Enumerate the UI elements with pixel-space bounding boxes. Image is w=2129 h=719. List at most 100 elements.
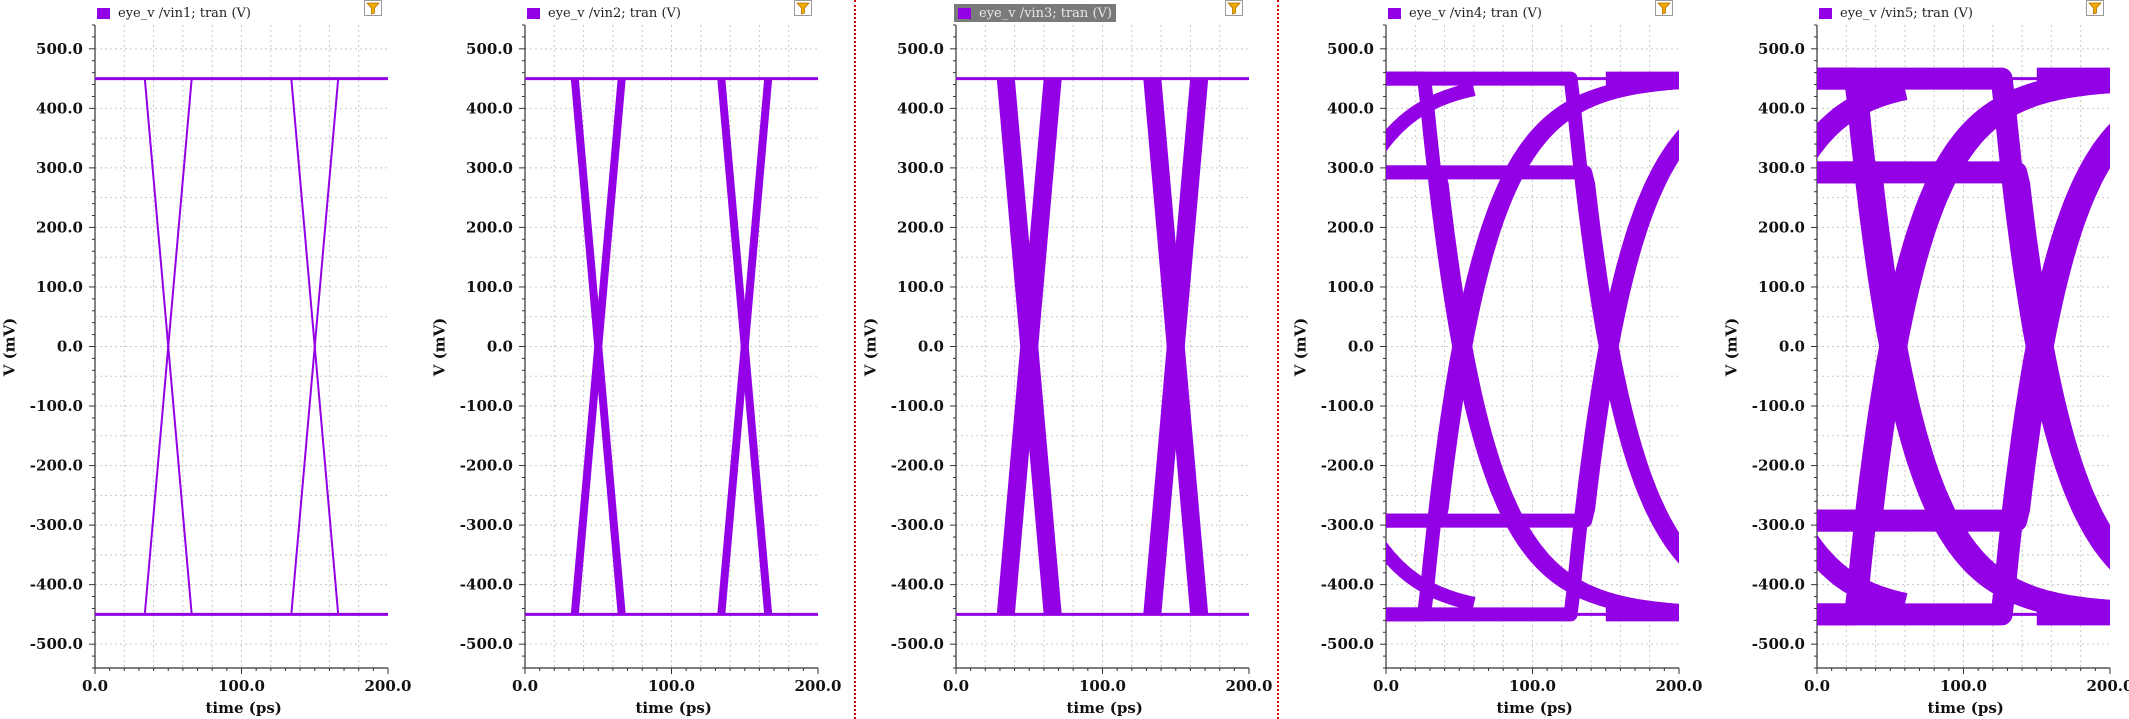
y-tick-label: -200.0 xyxy=(460,457,513,475)
filter-icon[interactable] xyxy=(2086,0,2104,16)
y-tick-label: 200.0 xyxy=(1758,218,1805,236)
partial-fall-trace xyxy=(1386,165,1679,618)
rising-edge-trace xyxy=(290,78,340,615)
selection-divider-right xyxy=(1277,0,1279,719)
grid xyxy=(95,25,388,668)
eye-plot-vin4[interactable]: eye_v /vin4; tran (V) V (mV) time (ps) 5… xyxy=(1291,0,1716,719)
eye-traces xyxy=(95,77,388,616)
legend-entry[interactable]: eye_v /vin5; tran (V) xyxy=(1815,4,1977,22)
legend-entry[interactable]: eye_v /vin4; tran (V) xyxy=(1384,4,1546,22)
legend-swatch xyxy=(97,7,110,19)
filter-icon[interactable] xyxy=(364,0,382,16)
x-tick-label: 0.0 xyxy=(1373,677,1399,695)
y-tick-label: 300.0 xyxy=(466,159,513,177)
y-tick-label: -500.0 xyxy=(1321,635,1374,653)
rising-edge-trace xyxy=(143,78,193,615)
partial-fall-trace xyxy=(1386,165,1679,557)
x-tick-label: 200.0 xyxy=(1656,677,1703,695)
y-tick-label: -100.0 xyxy=(1321,397,1374,415)
y-tick-label: -400.0 xyxy=(1752,576,1805,594)
y-tick-label: 100.0 xyxy=(897,278,944,296)
x-tick-label: 0.0 xyxy=(512,677,538,695)
y-tick-label: -500.0 xyxy=(891,635,944,653)
y-tick-label: 200.0 xyxy=(466,218,513,236)
y-tick-label: 0.0 xyxy=(918,338,944,356)
legend-swatch xyxy=(958,7,971,19)
y-tick-label: 100.0 xyxy=(36,278,83,296)
plot-area[interactable]: 500.0 400.0 300.0 200.0 100.0 0.0 -100.0 -200.0… xyxy=(1722,0,2129,719)
plot-area[interactable]: 500.0 400.0 300.0 200.0 100.0 0.0 -100.0 -200.0… xyxy=(1291,0,1716,719)
x-axis-label: time (ps) xyxy=(1496,699,1573,717)
plot-area[interactable]: 500.0 400.0 300.0 200.0 100.0 0.0 -100.0 -200.0… xyxy=(430,0,855,719)
y-tick-label: 400.0 xyxy=(36,99,83,117)
eye-traces xyxy=(1386,71,1679,622)
y-tick-label: 100.0 xyxy=(1327,278,1374,296)
y-tick-label: 500.0 xyxy=(466,40,513,58)
y-tick-label: 400.0 xyxy=(1758,99,1805,117)
eye-traces xyxy=(956,77,1249,616)
y-tick-label: -100.0 xyxy=(1752,397,1805,415)
y-tick-label: 500.0 xyxy=(897,40,944,58)
rising-edge-trace xyxy=(1143,77,1209,616)
x-tick-label: 100.0 xyxy=(1940,677,1987,695)
filter-icon[interactable] xyxy=(1655,0,1673,16)
eye-traces xyxy=(1817,67,2110,626)
grid xyxy=(525,25,818,668)
legend-entry[interactable]: eye_v /vin1; tran (V) xyxy=(93,4,255,22)
legend-label: eye_v /vin2; tran (V) xyxy=(548,5,681,21)
legend-label: eye_v /vin5; tran (V) xyxy=(1840,5,1973,21)
eye-plot-vin2[interactable]: eye_v /vin2; tran (V) V (mV) time (ps) 5… xyxy=(430,0,855,719)
legend-entry[interactable]: eye_v /vin3; tran (V) xyxy=(954,4,1116,22)
y-tick-label: 100.0 xyxy=(1758,278,1805,296)
y-tick-label: 400.0 xyxy=(1327,99,1374,117)
tick-marks xyxy=(1811,24,2111,674)
y-tick-label: -300.0 xyxy=(30,516,83,534)
y-tick-label: 200.0 xyxy=(1327,218,1374,236)
y-tick-label: 400.0 xyxy=(897,99,944,117)
settling-tail-trace xyxy=(1817,78,1913,159)
x-tick-label: 200.0 xyxy=(365,677,412,695)
x-tick-label: 200.0 xyxy=(2087,677,2129,695)
x-tick-label: 100.0 xyxy=(648,677,695,695)
y-tick-label: -400.0 xyxy=(30,576,83,594)
plot-area[interactable]: 500.0 400.0 300.0 200.0 100.0 0.0 -100.0 -200.0… xyxy=(861,0,1286,719)
legend-entry[interactable]: eye_v /vin2; tran (V) xyxy=(523,4,685,22)
y-tick-label: 100.0 xyxy=(466,278,513,296)
y-tick-label: -400.0 xyxy=(1321,576,1374,594)
y-tick-label: -300.0 xyxy=(891,516,944,534)
partial-rise-trace xyxy=(1817,71,2110,532)
y-tick-label: -300.0 xyxy=(1321,516,1374,534)
legend-label: eye_v /vin3; tran (V) xyxy=(979,5,1112,21)
rising-edge-trace xyxy=(1817,123,2110,626)
settling-tail-trace xyxy=(1386,82,1478,152)
y-tick-label: 200.0 xyxy=(897,218,944,236)
y-tick-label: -200.0 xyxy=(1321,457,1374,475)
x-tick-label: 0.0 xyxy=(943,677,969,695)
plot-area[interactable]: 500.0 400.0 300.0 200.0 100.0 0.0 -100.0 -200.0… xyxy=(0,0,425,719)
y-tick-label: -500.0 xyxy=(30,635,83,653)
filter-icon[interactable] xyxy=(1225,0,1243,16)
tick-marks xyxy=(950,24,1250,674)
filter-icon[interactable] xyxy=(794,0,812,16)
x-axis-label: time (ps) xyxy=(635,699,712,717)
y-tick-label: -200.0 xyxy=(891,457,944,475)
y-tick-label: 0.0 xyxy=(57,338,83,356)
x-axis-label: time (ps) xyxy=(1066,699,1143,717)
eye-plot-vin1[interactable]: eye_v /vin1; tran (V) V (mV) time (ps) 5… xyxy=(0,0,425,719)
partial-rise-trace xyxy=(1386,136,1679,528)
partial-fall-trace xyxy=(1817,161,2110,563)
y-tick-label: 200.0 xyxy=(36,218,83,236)
x-tick-label: 200.0 xyxy=(1226,677,1273,695)
eye-plot-vin5[interactable]: eye_v /vin5; tran (V) V (mV) time (ps) 5… xyxy=(1722,0,2129,719)
y-tick-label: -100.0 xyxy=(460,397,513,415)
y-tick-label: -100.0 xyxy=(30,397,83,415)
x-tick-label: 0.0 xyxy=(82,677,108,695)
x-axis-label: time (ps) xyxy=(1927,699,2004,717)
y-tick-label: 0.0 xyxy=(1348,338,1374,356)
legend-swatch xyxy=(527,7,540,19)
eye-plot-vin3[interactable]: eye_v /vin3; tran (V) V (mV) time (ps) 5… xyxy=(861,0,1286,719)
y-tick-label: 0.0 xyxy=(1779,338,1805,356)
legend-swatch xyxy=(1388,7,1401,19)
partial-rise-trace xyxy=(1386,75,1679,528)
selection-divider-left xyxy=(854,0,856,719)
